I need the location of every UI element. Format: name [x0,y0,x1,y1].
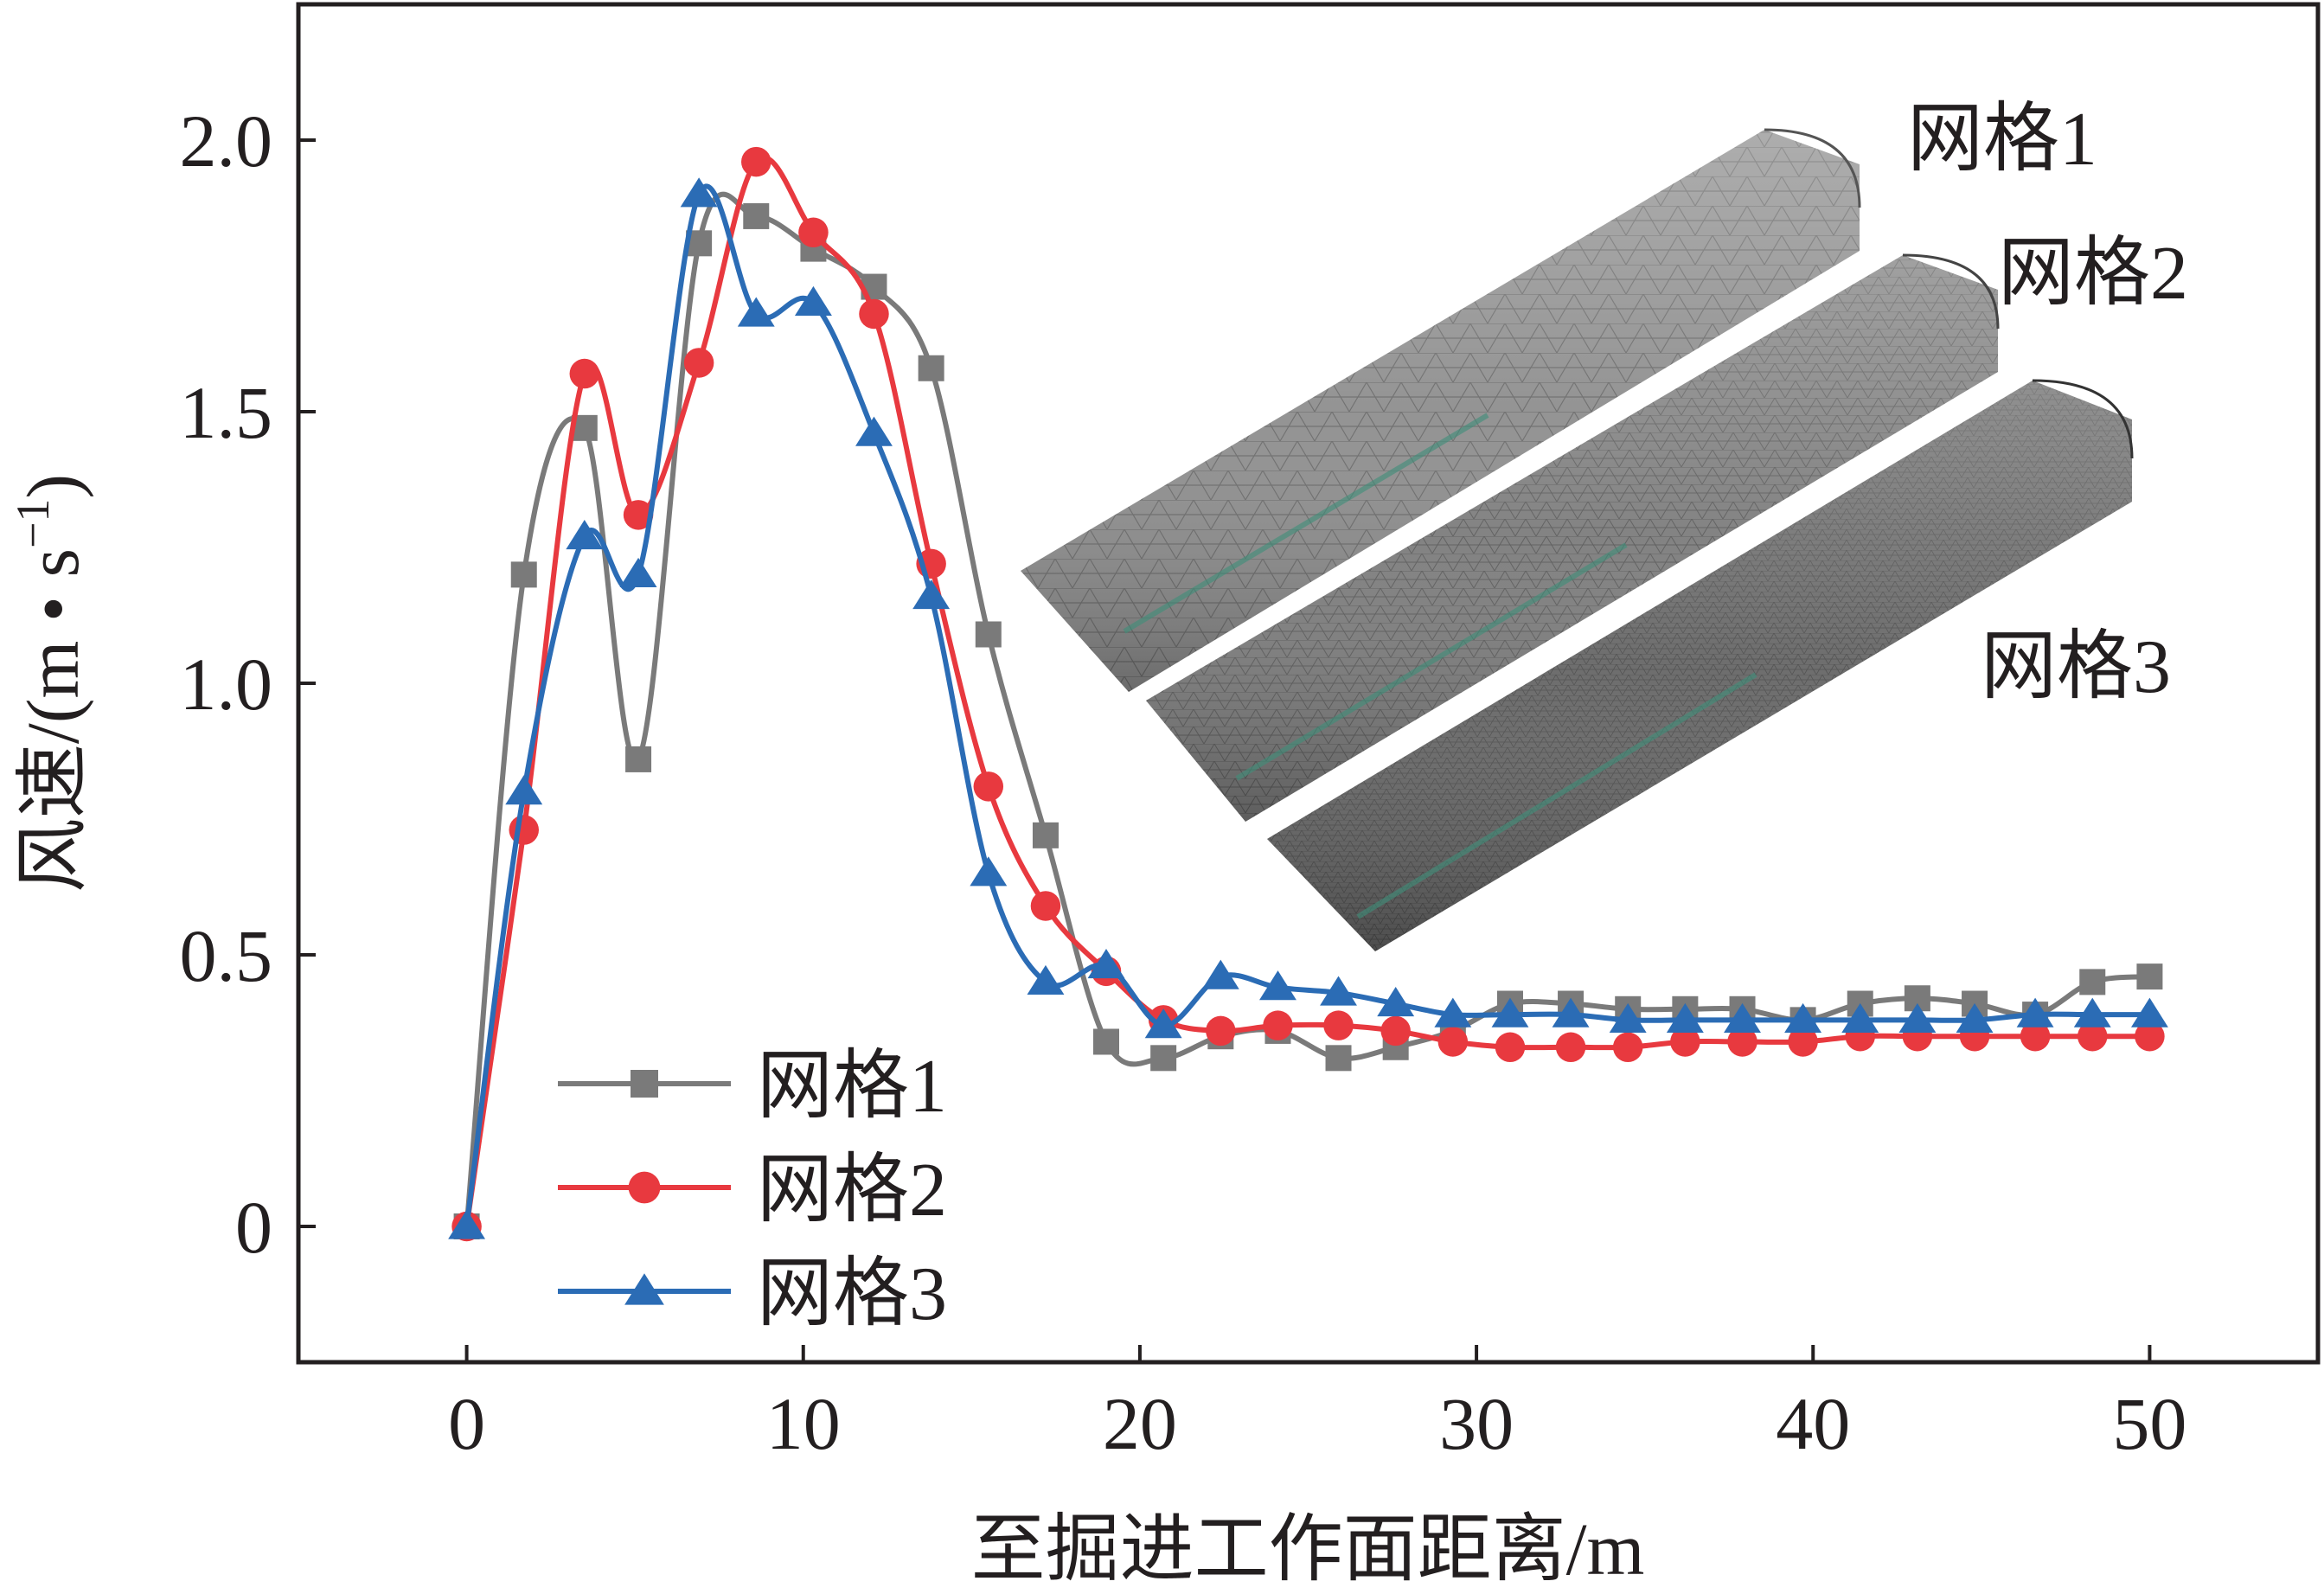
y-axis-title: 风速/(m • s−1) [7,474,94,893]
series-3-point [1609,1002,1647,1033]
series-2-point [859,298,889,330]
x-tick-label: 30 [1439,1382,1514,1465]
series-3-point [737,297,775,327]
legend-label-2: 网格2 [757,1149,947,1232]
x-tick-label: 0 [448,1382,485,1465]
tunnel-mesh-2 [1146,253,2000,822]
series-2-point [2020,1021,2051,1052]
series-2-point [1612,1032,1643,1063]
series-3-point [505,775,543,805]
inset-label-mesh-1: 网格1 [1907,98,2097,182]
series-1-point [1093,1028,1119,1055]
x-tick-label: 20 [1103,1382,1177,1465]
legend-marker-2 [628,1171,661,1204]
series-2-point [1323,1010,1354,1040]
series-3-point [1027,964,1065,995]
series-1-point [1325,1045,1352,1072]
series-3-point [619,557,657,588]
series-3-point [2073,997,2111,1027]
series-2-point [1670,1027,1700,1057]
y-tick-label: 1.5 [180,371,273,454]
series-2-point [1727,1027,1757,1057]
series-2-point [1555,1032,1586,1063]
series-3-point [794,285,832,317]
series-3-point [1552,997,1590,1027]
series-1-point [918,355,944,381]
series-1-point [2136,963,2163,990]
series-3-point [1320,976,1357,1006]
series-layer [448,146,2168,1242]
series-3-point [912,579,951,610]
tunnel-mesh-3 [1267,379,2134,951]
series-3-point [2016,997,2054,1027]
series-3-point [1724,1002,1761,1033]
series-3-point [1491,997,1529,1027]
series-2-point [1437,1027,1469,1057]
series-3-point [1434,997,1472,1027]
y-axis-title-suffix: ) [11,474,94,499]
series-2-point [1380,1015,1411,1047]
inset-label-mesh-3: 网格3 [1981,625,2171,709]
x-tick-label: 40 [1776,1382,1850,1465]
series-3-point [2130,997,2168,1027]
series-3-point [1956,1002,1994,1033]
series-1-point [743,202,770,229]
series-3-point [855,416,893,446]
series-2-point [683,348,714,378]
y-axis-title-group: 风速/(m • s−1) [7,474,94,893]
series-2-point [2135,1021,2165,1052]
series-2-point [741,146,771,177]
y-axis-title-prefix: 风速/(m • s [11,548,94,893]
y-tick-label: 0.5 [180,914,273,997]
series-1-point [1032,822,1059,848]
y-axis-title-sup: −1 [7,499,59,548]
series-2-point [1495,1032,1526,1063]
series-2-point [798,217,829,248]
series-3-point [1377,987,1415,1017]
legend-label-1: 网格1 [757,1045,947,1129]
legend-label-3: 网格3 [757,1252,947,1336]
y-tick-label: 0 [235,1186,272,1269]
series-3-point [1201,959,1239,989]
axes: 0 10 20 30 40 50 0 0.5 1.0 1.5 2.0 [180,99,2187,1465]
series-2-point [569,358,600,389]
series-2-point [1788,1027,1818,1057]
series-2-point [1263,1010,1293,1040]
series-2-point [509,815,539,845]
series-2-point [2078,1021,2108,1052]
inset-label-mesh-2: 网格2 [1998,232,2188,316]
series-1-point [625,746,652,772]
y-tick-label: 2.0 [180,99,273,182]
series-3-point [1898,1002,1937,1033]
series-1-point [2079,969,2106,995]
y-tick-label: 1.0 [180,643,273,726]
series-3 [448,177,2168,1239]
mesh-inset-illustration: 网格1 网格2 网格3 [1021,98,2188,951]
series-3-point [1144,1008,1182,1039]
tunnel-mesh-1 [1021,128,1861,692]
series-3-point [1841,1002,1879,1033]
x-axis-title: 至掘进工作面距离/m [971,1508,1645,1591]
x-tick-label: 10 [766,1382,841,1465]
series-2-point [1206,1015,1236,1047]
series-3-point [970,856,1008,887]
series-3-point [1666,1002,1704,1033]
series-2-point [623,500,654,530]
legend-marker-1 [631,1070,658,1098]
series-3-point [1784,1002,1822,1033]
series-2-point [973,771,1004,802]
series-1-point [1150,1045,1177,1072]
series-3-point [1087,949,1125,979]
series-1-point [510,561,537,588]
legend: 网格1 网格2 网格3 [558,1045,947,1336]
series-2-point [1030,891,1061,921]
series-3-point [448,1209,486,1239]
series-3-point [680,177,718,208]
series-3-point [1259,970,1296,1001]
x-tick-label: 50 [2112,1382,2186,1465]
legend-marker-3 [624,1273,664,1305]
series-1-point [975,621,1002,648]
series-3-point [566,519,604,550]
